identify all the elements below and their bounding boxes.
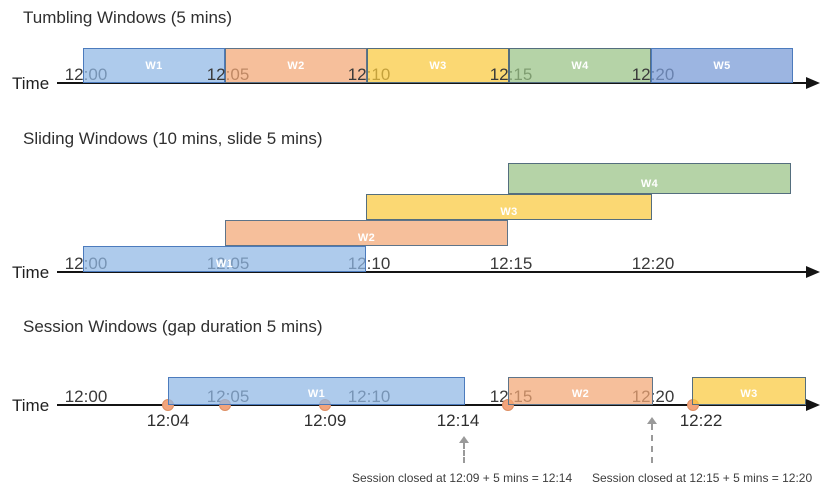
session-section-title: Session Windows (gap duration 5 mins) [23, 317, 323, 336]
sliding-tick-1215: 12:15 [489, 254, 533, 273]
session-tick-1200: 12:00 [64, 387, 108, 406]
window-label: W1 [215, 258, 234, 270]
tumbling-window-w5: W5 [651, 48, 793, 83]
tumbling-time-axis [57, 82, 807, 84]
window-label: W2 [571, 388, 590, 400]
sliding-window-w2: W2 [225, 220, 508, 246]
window-label: W4 [571, 60, 589, 72]
session-axis-arrowhead-icon [806, 399, 820, 411]
event-time-1204: 12:04 [146, 411, 190, 430]
tumbling-window-w1: W1 [83, 48, 225, 83]
sliding-time-label: Time [12, 263, 50, 282]
event-time-1222: 12:22 [679, 411, 723, 430]
session-time-label: Time [12, 396, 50, 415]
callout-dashed-line [463, 443, 465, 463]
event-time-1209: 12:09 [303, 411, 347, 430]
sliding-window-w3: W3 [366, 194, 652, 220]
tumbling-window-w3: W3 [367, 48, 509, 83]
window-label: W4 [640, 178, 659, 190]
sliding-window-w1: W1 [83, 246, 366, 272]
sliding-time-axis [57, 271, 807, 273]
tumbling-axis-arrowhead-icon [806, 77, 820, 89]
window-label: W3 [740, 388, 758, 400]
callout-dashed-line [651, 424, 653, 463]
tumbling-section-title: Tumbling Windows (5 mins) [23, 8, 233, 27]
callout-arrowhead-icon [647, 417, 657, 424]
session-time-axis [57, 404, 807, 406]
callout-arrowhead-icon [459, 436, 469, 443]
session-window-w3: W3 [692, 377, 806, 405]
tumbling-window-w4: W4 [509, 48, 651, 83]
window-label: W5 [713, 60, 731, 72]
session-close-annotation-2: Session closed at 12:15 + 5 mins = 12:20 [592, 471, 813, 485]
tumbling-window-w2: W2 [225, 48, 367, 83]
session-window-w1: W1 [168, 377, 465, 405]
session-window-w2: W2 [508, 377, 653, 405]
window-label: W1 [307, 388, 326, 400]
window-label: W2 [357, 232, 376, 244]
window-label: W2 [287, 60, 305, 72]
sliding-section-title: Sliding Windows (10 mins, slide 5 mins) [23, 129, 323, 148]
tumbling-time-label: Time [12, 74, 50, 93]
window-label: W3 [500, 206, 518, 218]
window-label: W1 [145, 60, 163, 72]
close-time-1214: 12:14 [436, 411, 480, 430]
window-label: W3 [429, 60, 447, 72]
sliding-window-w4: W4 [508, 163, 791, 194]
sliding-tick-1220: 12:20 [631, 254, 675, 273]
sliding-axis-arrowhead-icon [806, 266, 820, 278]
session-close-annotation-1: Session closed at 12:09 + 5 mins = 12:14 [352, 471, 573, 485]
